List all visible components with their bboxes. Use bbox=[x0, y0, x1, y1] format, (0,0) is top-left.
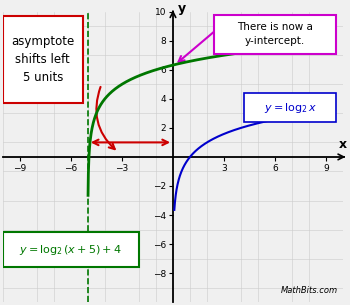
FancyBboxPatch shape bbox=[3, 16, 83, 103]
FancyBboxPatch shape bbox=[214, 15, 336, 54]
Text: $y = \log_2(x+5)+4$: $y = \log_2(x+5)+4$ bbox=[20, 243, 122, 257]
Text: $y = \log_2 x$: $y = \log_2 x$ bbox=[264, 101, 317, 114]
Text: y: y bbox=[178, 2, 186, 15]
Text: asymptote
shifts left
5 units: asymptote shifts left 5 units bbox=[11, 35, 75, 84]
FancyBboxPatch shape bbox=[244, 93, 336, 122]
Text: There is now a
y-intercept.: There is now a y-intercept. bbox=[237, 22, 313, 46]
FancyBboxPatch shape bbox=[3, 232, 139, 267]
Text: x: x bbox=[339, 138, 347, 151]
Text: MathBits.com: MathBits.com bbox=[281, 286, 338, 295]
